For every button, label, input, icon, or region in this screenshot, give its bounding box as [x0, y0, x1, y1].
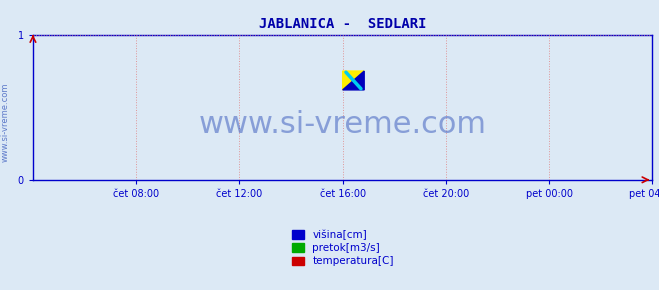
Text: www.si-vreme.com: www.si-vreme.com [198, 110, 487, 139]
Legend: višina[cm], pretok[m3/s], temperatura[C]: višina[cm], pretok[m3/s], temperatura[C] [287, 226, 398, 271]
Polygon shape [343, 71, 364, 90]
Text: www.si-vreme.com: www.si-vreme.com [1, 82, 10, 162]
Title: JABLANICA -  SEDLARI: JABLANICA - SEDLARI [259, 17, 426, 31]
Polygon shape [343, 71, 364, 90]
